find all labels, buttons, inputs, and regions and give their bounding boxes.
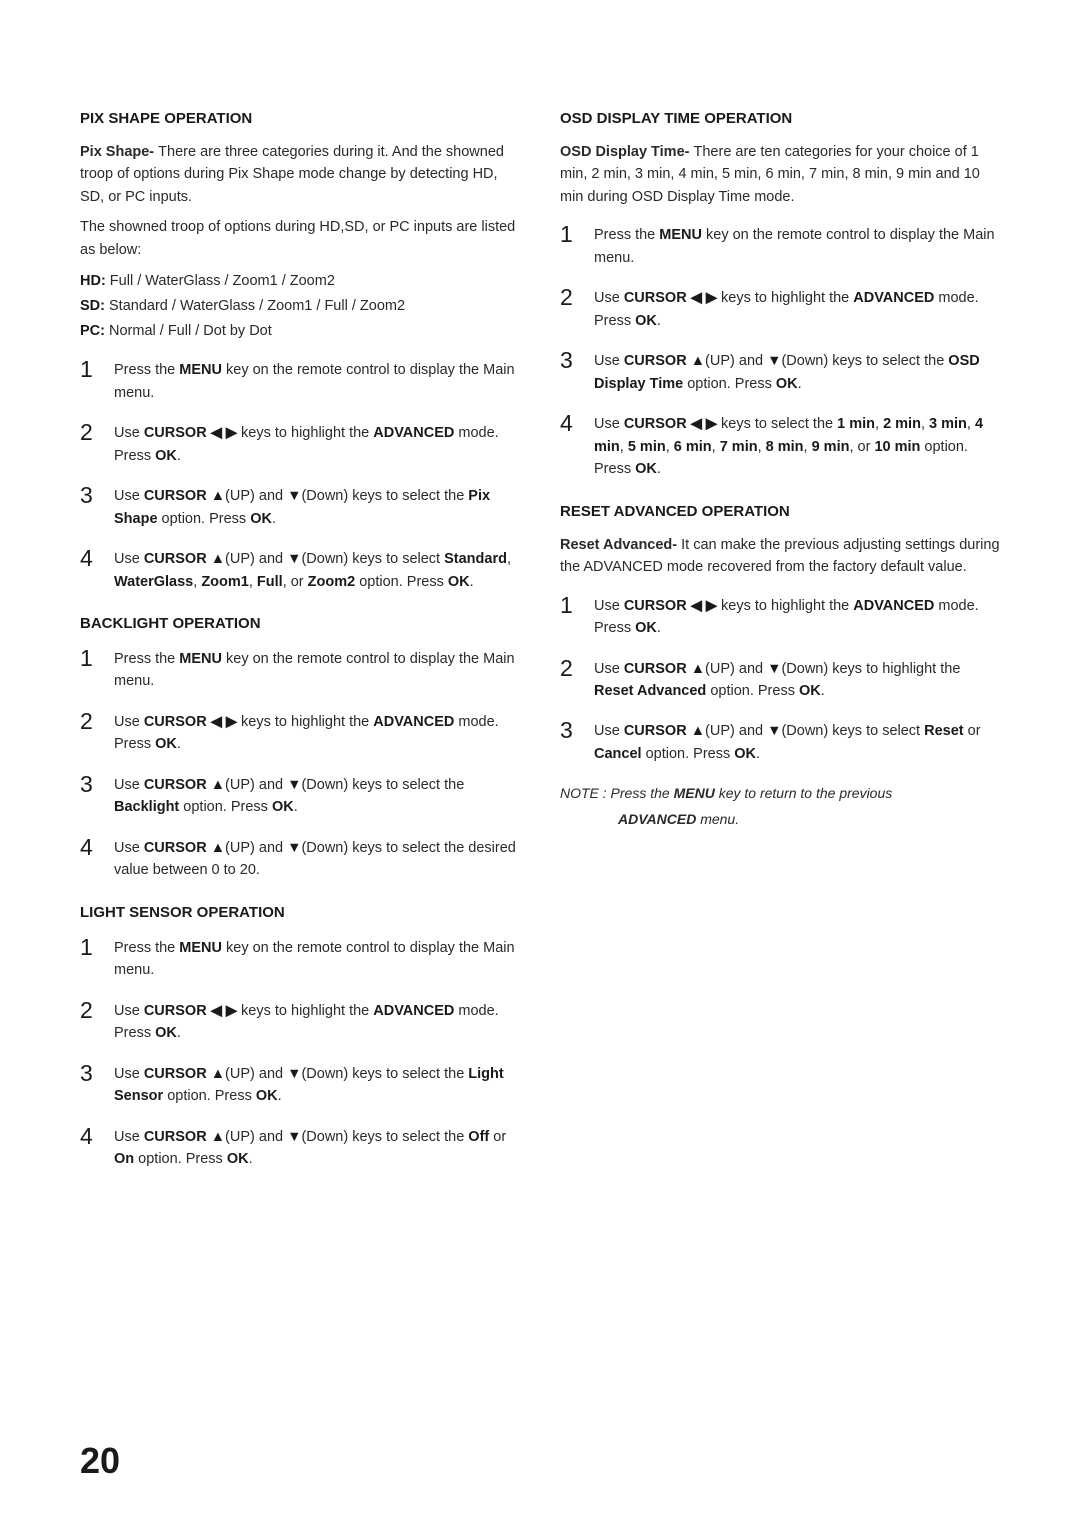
pix-shape-title: PIX SHAPE OPERATION xyxy=(80,110,520,127)
page-columns: PIX SHAPE OPERATION Pix Shape- There are… xyxy=(80,110,1000,1187)
step-row: 3Use CURSOR ▲(UP) and ▼(Down) keys to se… xyxy=(560,348,1000,395)
step-number: 1 xyxy=(560,222,594,247)
step-number: 2 xyxy=(80,709,114,734)
step-text: Use CURSOR ▲(UP) and ▼(Down) keys to sel… xyxy=(114,772,520,819)
reset-intro: Reset Advanced- It can make the previous… xyxy=(560,534,1000,579)
step-number: 1 xyxy=(80,935,114,960)
step-row: 2Use CURSOR ◀ ▶ keys to highlight the AD… xyxy=(80,998,520,1045)
step-number: 3 xyxy=(560,348,594,373)
pc-line: PC: Normal / Full / Dot by Dot xyxy=(80,319,520,344)
step-row: 2Use CURSOR ▲(UP) and ▼(Down) keys to hi… xyxy=(560,656,1000,703)
reset-title: RESET ADVANCED OPERATION xyxy=(560,503,1000,520)
right-column: OSD DISPLAY TIME OPERATION OSD Display T… xyxy=(560,110,1000,1187)
step-text: Use CURSOR ▲(UP) and ▼(Down) keys to sel… xyxy=(114,546,520,593)
osd-title: OSD DISPLAY TIME OPERATION xyxy=(560,110,1000,127)
step-number: 3 xyxy=(80,772,114,797)
step-number: 2 xyxy=(80,998,114,1023)
step-number: 1 xyxy=(80,646,114,671)
step-text: Use CURSOR ▲(UP) and ▼(Down) keys to sel… xyxy=(114,1061,520,1108)
sd-value: Standard / WaterGlass / Zoom1 / Full / Z… xyxy=(105,298,405,314)
sd-line: SD: Standard / WaterGlass / Zoom1 / Full… xyxy=(80,294,520,319)
step-row: 3Use CURSOR ▲(UP) and ▼(Down) keys to se… xyxy=(80,1061,520,1108)
step-text: Use CURSOR ▲(UP) and ▼(Down) keys to sel… xyxy=(114,483,520,530)
menu-note: NOTE : Press the MENU key to return to t… xyxy=(560,781,1000,831)
step-number: 2 xyxy=(560,285,594,310)
pix-shape-intro2: The showned troop of options during HD,S… xyxy=(80,216,520,261)
step-row: 1Press the MENU key on the remote contro… xyxy=(560,222,1000,269)
step-row: 4Use CURSOR ◀ ▶ keys to select the 1 min… xyxy=(560,411,1000,480)
step-row: 2Use CURSOR ◀ ▶ keys to highlight the AD… xyxy=(560,285,1000,332)
reset-steps: 1Use CURSOR ◀ ▶ keys to highlight the AD… xyxy=(560,593,1000,766)
light-sensor-steps: 1Press the MENU key on the remote contro… xyxy=(80,935,520,1171)
pix-shape-intro1: Pix Shape- There are three categories du… xyxy=(80,141,520,208)
light-sensor-title: LIGHT SENSOR OPERATION xyxy=(80,904,520,921)
step-number: 1 xyxy=(560,593,594,618)
sd-label: SD: xyxy=(80,298,105,314)
step-row: 1Use CURSOR ◀ ▶ keys to highlight the AD… xyxy=(560,593,1000,640)
hd-value: Full / WaterGlass / Zoom1 / Zoom2 xyxy=(106,273,335,289)
step-text: Use CURSOR ▲(UP) and ▼(Down) keys to sel… xyxy=(114,835,520,882)
osd-intro: OSD Display Time- There are ten categori… xyxy=(560,141,1000,208)
step-number: 3 xyxy=(80,483,114,508)
step-text: Press the MENU key on the remote control… xyxy=(114,646,520,693)
pc-label: PC: xyxy=(80,323,105,339)
step-number: 2 xyxy=(560,656,594,681)
step-text: Use CURSOR ◀ ▶ keys to select the 1 min,… xyxy=(594,411,1000,480)
step-text: Press the MENU key on the remote control… xyxy=(114,357,520,404)
step-number: 4 xyxy=(80,546,114,571)
step-row: 3Use CURSOR ▲(UP) and ▼(Down) keys to se… xyxy=(80,483,520,530)
step-row: 1Press the MENU key on the remote contro… xyxy=(80,935,520,982)
step-text: Use CURSOR ◀ ▶ keys to highlight the ADV… xyxy=(114,998,520,1045)
left-column: PIX SHAPE OPERATION Pix Shape- There are… xyxy=(80,110,520,1187)
step-text: Press the MENU key on the remote control… xyxy=(114,935,520,982)
backlight-steps: 1Press the MENU key on the remote contro… xyxy=(80,646,520,882)
step-number: 4 xyxy=(80,1124,114,1149)
step-row: 4Use CURSOR ▲(UP) and ▼(Down) keys to se… xyxy=(80,835,520,882)
step-row: 3Use CURSOR ▲(UP) and ▼(Down) keys to se… xyxy=(80,772,520,819)
step-text: Use CURSOR ▲(UP) and ▼(Down) keys to hig… xyxy=(594,656,1000,703)
page-number: 20 xyxy=(80,1440,120,1482)
step-text: Use CURSOR ◀ ▶ keys to highlight the ADV… xyxy=(594,593,1000,640)
pc-value: Normal / Full / Dot by Dot xyxy=(105,323,272,339)
step-row: 2Use CURSOR ◀ ▶ keys to highlight the AD… xyxy=(80,709,520,756)
hd-line: HD: Full / WaterGlass / Zoom1 / Zoom2 xyxy=(80,269,520,294)
step-number: 1 xyxy=(80,357,114,382)
backlight-title: BACKLIGHT OPERATION xyxy=(80,615,520,632)
step-row: 4Use CURSOR ▲(UP) and ▼(Down) keys to se… xyxy=(80,1124,520,1171)
step-row: 2Use CURSOR ◀ ▶ keys to highlight the AD… xyxy=(80,420,520,467)
step-text: Press the MENU key on the remote control… xyxy=(594,222,1000,269)
hd-label: HD: xyxy=(80,273,106,289)
step-text: Use CURSOR ▲(UP) and ▼(Down) keys to sel… xyxy=(594,348,1000,395)
step-number: 3 xyxy=(560,718,594,743)
step-row: 1Press the MENU key on the remote contro… xyxy=(80,357,520,404)
step-text: Use CURSOR ◀ ▶ keys to highlight the ADV… xyxy=(594,285,1000,332)
step-row: 1Press the MENU key on the remote contro… xyxy=(80,646,520,693)
step-number: 2 xyxy=(80,420,114,445)
step-text: Use CURSOR ◀ ▶ keys to highlight the ADV… xyxy=(114,420,520,467)
step-row: 4Use CURSOR ▲(UP) and ▼(Down) keys to se… xyxy=(80,546,520,593)
step-number: 3 xyxy=(80,1061,114,1086)
step-number: 4 xyxy=(560,411,594,436)
step-row: 3Use CURSOR ▲(UP) and ▼(Down) keys to se… xyxy=(560,718,1000,765)
pix-shape-steps: 1Press the MENU key on the remote contro… xyxy=(80,357,520,593)
step-number: 4 xyxy=(80,835,114,860)
osd-steps: 1Press the MENU key on the remote contro… xyxy=(560,222,1000,480)
step-text: Use CURSOR ◀ ▶ keys to highlight the ADV… xyxy=(114,709,520,756)
step-text: Use CURSOR ▲(UP) and ▼(Down) keys to sel… xyxy=(594,718,1000,765)
step-text: Use CURSOR ▲(UP) and ▼(Down) keys to sel… xyxy=(114,1124,520,1171)
